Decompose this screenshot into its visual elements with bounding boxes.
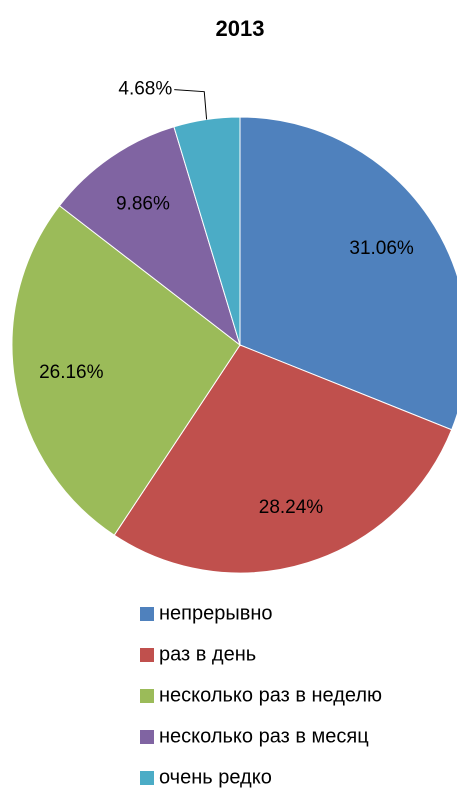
legend-swatch — [140, 648, 154, 662]
legend-swatch — [140, 689, 154, 703]
legend-swatch — [140, 771, 154, 785]
chart-title: 2013 — [216, 16, 265, 41]
data-label: 9.86% — [116, 193, 170, 214]
pie-slice — [113, 344, 453, 574]
pie-slice — [11, 205, 241, 536]
legend-label: очень редко — [159, 766, 272, 788]
legend-label: непрерывно — [159, 602, 273, 624]
data-label: 26.16% — [39, 362, 104, 383]
data-label: 31.06% — [349, 238, 414, 259]
data-label: 4.68% — [118, 79, 172, 100]
legend-label: несколько раз в месяц — [159, 725, 369, 747]
legend-label: раз в день — [159, 643, 256, 665]
legend-swatch — [140, 607, 154, 621]
legend-label: несколько раз в неделю — [159, 684, 382, 706]
data-label: 28.24% — [259, 497, 324, 518]
pie-slice — [239, 116, 457, 431]
pie-slice — [58, 126, 241, 347]
legend-swatch — [140, 730, 154, 744]
leader-line — [174, 89, 208, 120]
